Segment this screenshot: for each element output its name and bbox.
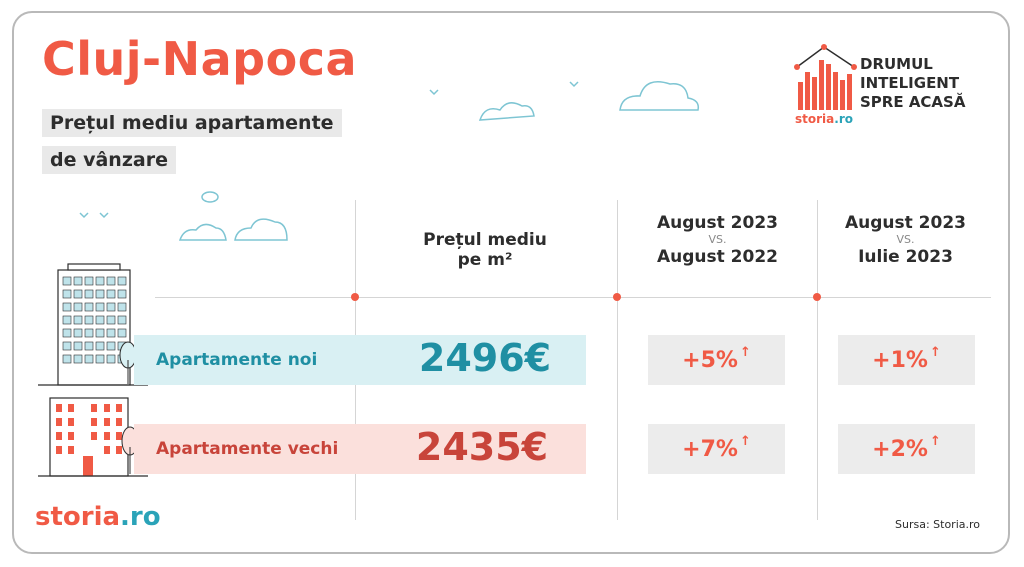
grid-divider: [817, 200, 818, 520]
grid-divider: [617, 200, 618, 520]
footer-brand-suffix: .ro: [120, 502, 161, 532]
header-compare-yoy-top: August 2023: [656, 213, 778, 233]
header-compare-mom-vs: VS.: [896, 233, 915, 246]
source-note: Sursa: Storia.ro: [895, 518, 981, 531]
logo-slogan-line-1: DRUMUL: [860, 55, 933, 73]
infographic-frame: [12, 11, 1010, 554]
price-new: 2496€: [418, 336, 552, 380]
price-old: 2435€: [415, 425, 549, 469]
clouds-decoration-left: [79, 191, 288, 241]
change-yoy-old-value: +7%: [682, 436, 738, 462]
logo-brand: storia.ro: [795, 112, 853, 126]
header-price-line-1: Prețul mediu: [423, 230, 547, 250]
footer-brand-logo: storia.ro: [35, 502, 161, 532]
logo-brand-suffix: .ro: [834, 112, 853, 126]
logo-slogan: DRUMUL INTELIGENT SPRE ACASĂ: [860, 55, 965, 112]
logo-brand-main: storia: [795, 112, 835, 126]
arrow-up-icon: ↑: [739, 433, 751, 449]
arrow-up-icon: ↑: [929, 344, 941, 360]
arrow-up-icon: ↑: [739, 344, 751, 360]
change-yoy-new: +5% ↑: [648, 335, 785, 385]
header-compare-yoy-bottom: August 2022: [656, 247, 778, 267]
divider-dot: [813, 293, 821, 301]
divider-dot: [351, 293, 359, 301]
header-compare-mom-bottom: Iulie 2023: [858, 247, 953, 267]
change-mom-old: +2% ↑: [838, 424, 975, 474]
arrow-up-icon: ↑: [929, 433, 941, 449]
change-mom-new-value: +1%: [872, 347, 928, 373]
tree-icon: [119, 341, 137, 384]
footer-brand-main: storia: [35, 502, 121, 532]
change-mom-old-value: +2%: [872, 436, 928, 462]
divider-dot: [613, 293, 621, 301]
header-compare-mom: August 2023 VS. Iulie 2023: [828, 213, 983, 267]
page-title: Cluj-Napoca: [42, 32, 358, 86]
subtitle-line-2: de vânzare: [42, 146, 176, 174]
row-band-old: [134, 424, 586, 474]
row-band-new: [134, 335, 586, 385]
subtitle-line-1: Prețul mediu apartamente: [42, 109, 342, 137]
row-label-new: Apartamente noi: [156, 350, 318, 370]
change-yoy-new-value: +5%: [682, 347, 738, 373]
logo-slogan-line-3: SPRE ACASĂ: [860, 93, 966, 111]
header-compare-yoy-vs: VS.: [708, 233, 727, 246]
header-divider: [155, 297, 991, 298]
row-label-old: Apartamente vechi: [156, 439, 339, 459]
change-yoy-old: +7% ↑: [648, 424, 785, 474]
header-price: Prețul mediu pe m²: [400, 230, 570, 270]
logo-slogan-line-2: INTELIGENT: [860, 74, 960, 92]
header-compare-yoy: August 2023 VS. August 2022: [640, 213, 795, 267]
header-compare-mom-top: August 2023: [844, 213, 966, 233]
change-mom-new: +1% ↑: [838, 335, 975, 385]
header-price-line-2: pe m²: [457, 250, 513, 270]
clouds-decoration: [429, 81, 700, 121]
new-building-icon: [38, 263, 148, 386]
house-bars-logo-icon: [794, 44, 857, 110]
